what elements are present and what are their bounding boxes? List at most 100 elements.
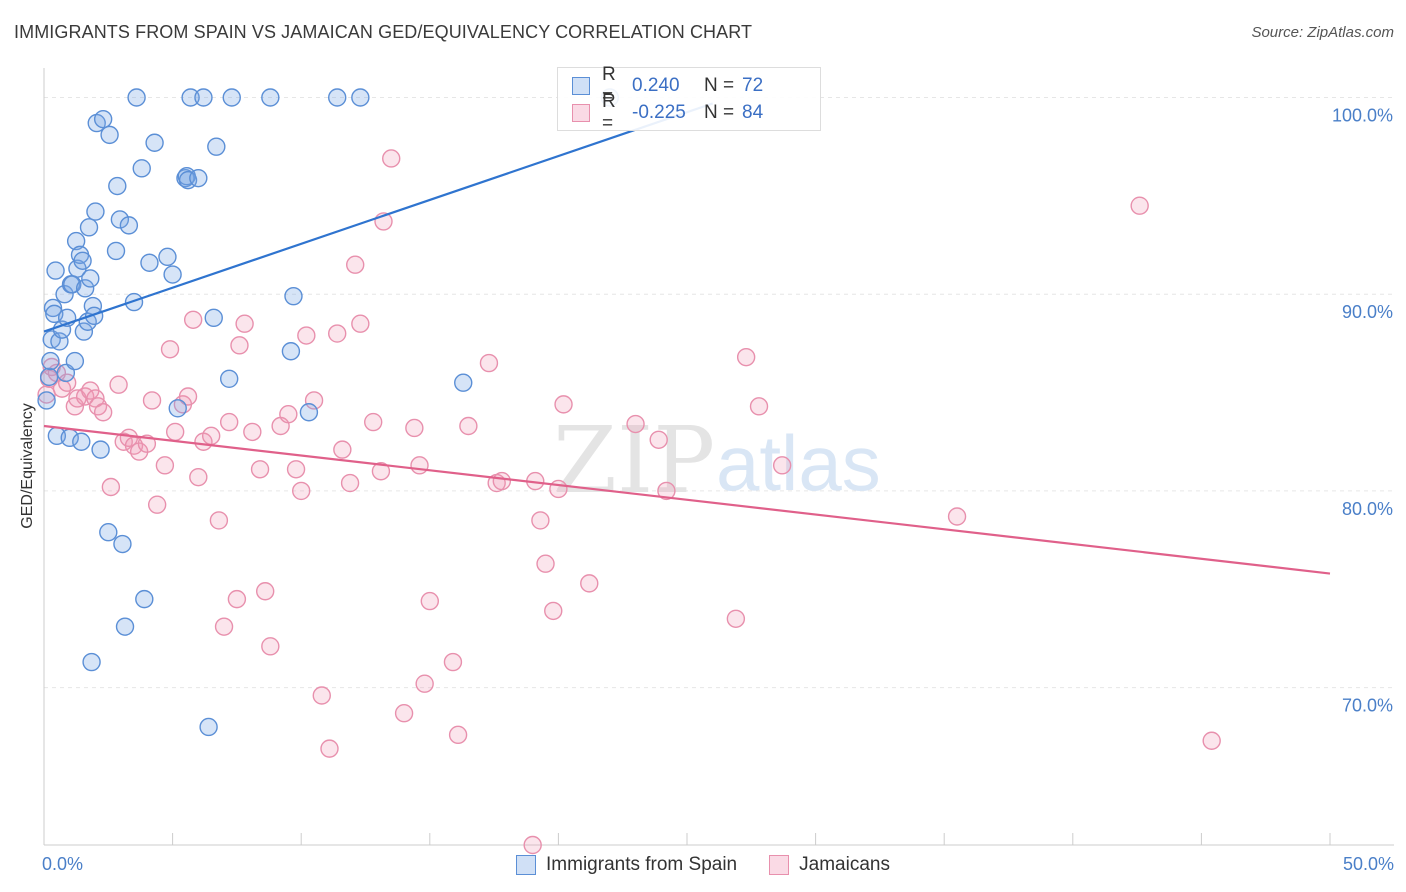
x-tick-labels: 0.0% 50.0% [42,854,1394,874]
chart-title: IMMIGRANTS FROM SPAIN VS JAMAICAN GED/EQ… [14,22,753,42]
point-jamaicans [410,456,429,475]
point-immigrants-from-spain [50,332,69,351]
legend-n-label: N = [704,75,735,96]
point-immigrants-from-spain [86,202,105,221]
legend-label-spain: Immigrants from Spain [546,854,738,875]
watermark: ZIP atlas [553,407,881,514]
trend-line-immigrants-from-spain [43,102,714,333]
point-jamaicans [292,481,311,501]
legend-row-jamaicans: R = -0.225 N = 84 [572,91,764,134]
legend-item-jamaicans[interactable]: Jamaicans [769,854,890,876]
point-immigrants-from-spain [127,88,146,107]
point-jamaicans [93,403,113,422]
point-jamaicans [626,414,645,434]
point-immigrants-from-spain [43,298,63,318]
point-jamaicans [219,412,239,432]
point-jamaicans [333,440,352,459]
point-jamaicans [371,462,391,481]
point-immigrants-from-spain [106,241,126,261]
point-immigrants-from-spain [72,432,91,451]
point-jamaicans [549,479,568,499]
point-jamaicans [304,391,324,410]
point-jamaicans [155,456,175,475]
point-jamaicans [243,422,262,442]
point-jamaicans [415,674,434,693]
trend-lines [43,102,1331,575]
point-jamaicans [261,637,280,656]
point-jamaicans [1202,731,1221,750]
point-jamaicans [109,375,128,394]
watermark-atlas: atlas [716,419,881,507]
point-immigrants-from-spain [82,652,101,672]
series-immigrants-from-spain [37,88,620,737]
legend-swatch-jamaicans [572,104,590,122]
point-immigrants-from-spain [66,231,86,251]
point-immigrants-from-spain [163,265,182,284]
point-jamaicans [580,574,599,593]
axes [43,68,1394,846]
point-immigrants-from-spain [284,286,303,306]
point-jamaicans [183,310,203,329]
point-immigrants-from-spain [37,391,56,410]
point-jamaicans [405,418,424,438]
point-immigrants-from-spain [124,292,144,312]
point-jamaicans [554,395,573,414]
x-tick-label-max: 50.0% [1343,854,1394,874]
point-immigrants-from-spain [74,322,94,341]
point-jamaicans [101,477,121,497]
point-immigrants-from-spain [140,253,159,272]
point-jamaicans [142,391,162,410]
point-jamaicans [523,835,542,855]
correlation-legend: R = 0.240 N = 72 R = -0.225 N = 84 [557,64,821,134]
point-jamaicans [235,314,254,333]
point-immigrants-from-spain [158,247,177,267]
point-immigrants-from-spain [108,176,127,196]
point-jamaicans [312,686,331,705]
point-jamaicans [536,554,555,573]
trend-line-jamaicans [43,424,1331,575]
point-immigrants-from-spain [52,320,72,339]
point-jamaicans [189,467,208,487]
legend-item-spain[interactable]: Immigrants from Spain [516,854,737,876]
legend-r-value-spain: 0.240 [632,75,680,96]
legend-swatch-spain [516,855,537,875]
point-jamaicans [351,314,370,333]
point-immigrants-from-spain [145,133,164,152]
point-immigrants-from-spain [281,342,301,361]
y-tick-labels: 100.0% 90.0% 80.0% 70.0% [1332,106,1393,716]
point-immigrants-from-spain [115,617,135,636]
point-jamaicans [147,495,167,514]
point-immigrants-from-spain [207,137,226,156]
point-immigrants-from-spain [46,261,65,280]
point-immigrants-from-spain [189,168,208,188]
legend-n-value-jamaicans: 84 [742,102,764,123]
point-immigrants-from-spain [261,88,280,107]
point-jamaicans [227,589,247,609]
point-jamaicans [420,591,439,611]
point-jamaicans [726,609,746,628]
legend-n-value-spain: 72 [742,75,764,96]
point-immigrants-from-spain [110,210,130,229]
point-jamaicans [947,507,967,526]
point-jamaicans [178,387,198,406]
legend-r-label: R = [602,64,616,107]
point-jamaicans [137,434,157,453]
point-jamaicans [209,511,229,530]
point-jamaicans [749,397,769,416]
y-tick-label: 100.0% [1332,106,1393,126]
point-immigrants-from-spain [73,251,92,270]
point-jamaicans [531,511,550,530]
point-jamaicans [255,582,275,601]
point-immigrants-from-spain [181,88,200,107]
legend-swatch-jamaicans [769,855,790,875]
point-jamaicans [479,353,499,373]
point-immigrants-from-spain [91,440,110,459]
point-jamaicans [328,324,347,343]
point-immigrants-from-spain [100,125,119,145]
point-jamaicans [448,725,468,745]
point-jamaicans [736,347,756,367]
series-jamaicans [37,149,1221,855]
y-tick-label: 70.0% [1342,696,1393,716]
point-immigrants-from-spain [204,308,223,328]
